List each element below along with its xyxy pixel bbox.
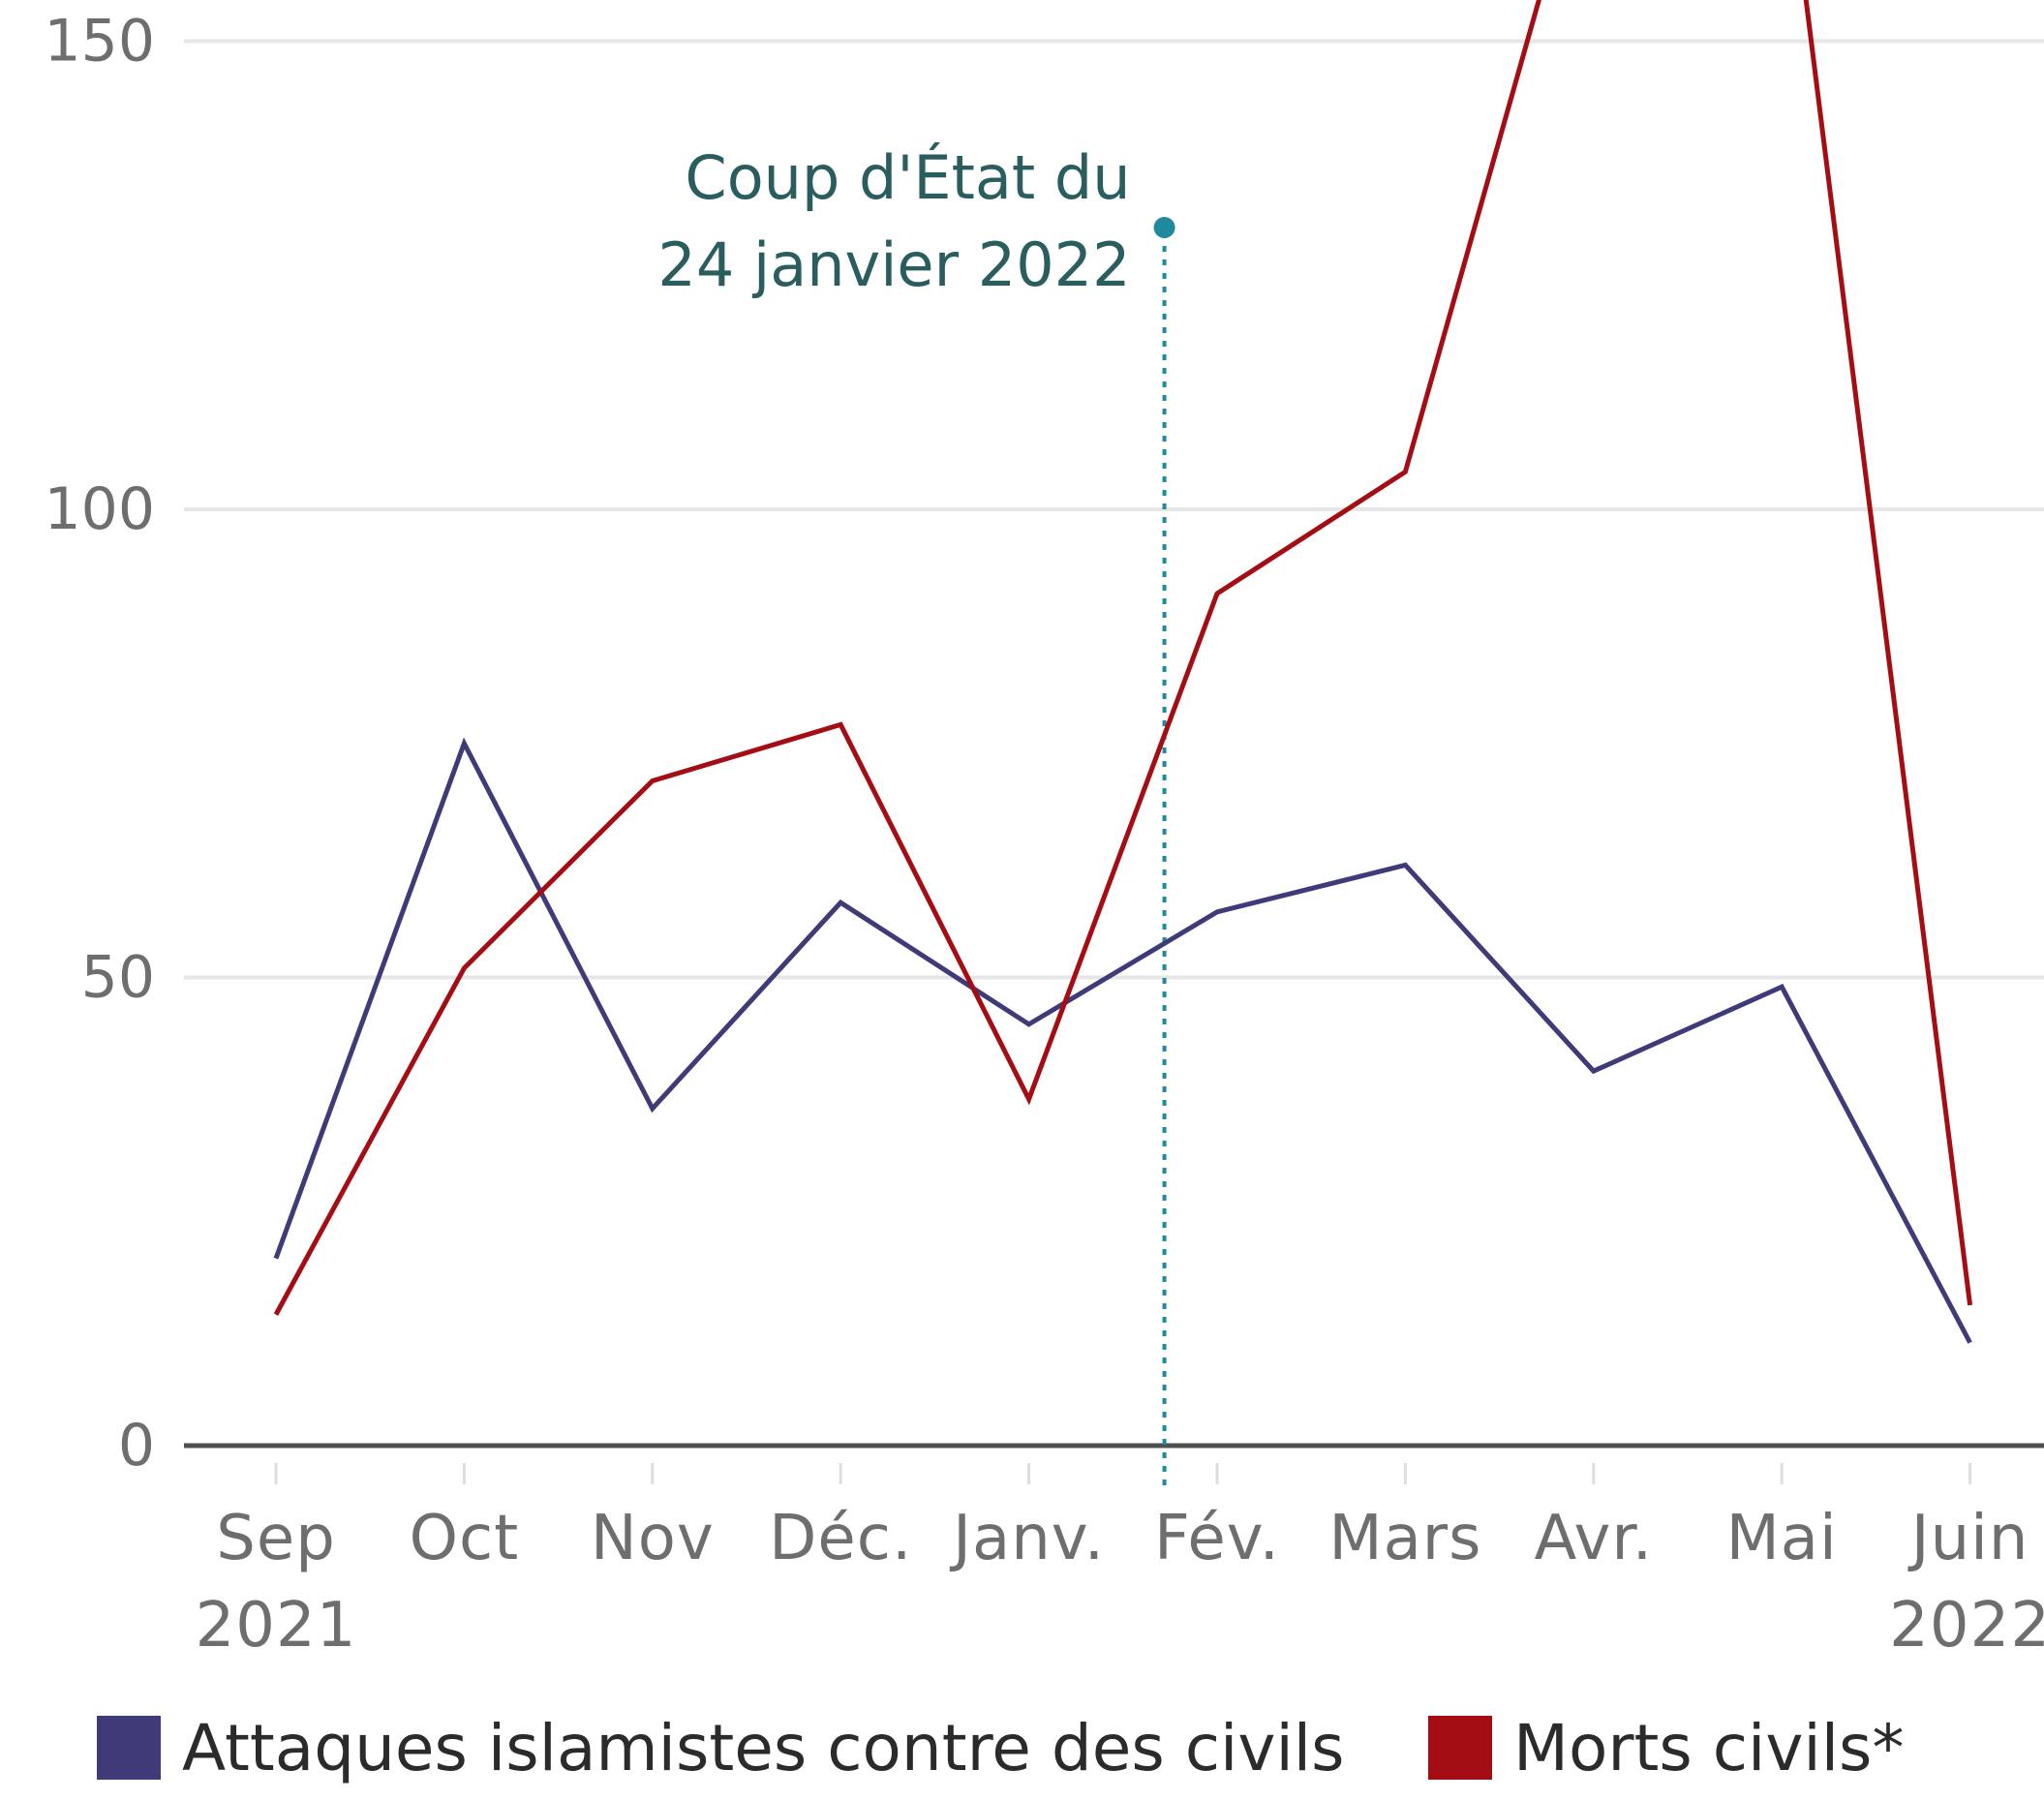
y-axis-ticks: 0 50 100 150	[44, 8, 155, 1480]
x-tick-label: Mai	[1726, 1503, 1838, 1574]
x-tick-label: Janv.	[949, 1503, 1105, 1574]
legend-item-morts: Morts civils*	[1428, 1699, 1904, 1796]
x-tick-label: Juin	[1907, 1503, 2029, 1574]
coup-marker-dot	[1153, 217, 1175, 238]
x-axis: Sep Oct Nov Déc. Janv. Fév. Mars Avr. Mai Juin 202…	[184, 1443, 2044, 1662]
x-year-label-start: 2021	[196, 1590, 357, 1662]
x-tick-label: Avr.	[1534, 1503, 1653, 1574]
series-lines	[273, 0, 1973, 1344]
x-tick-label: Sep	[216, 1503, 336, 1574]
x-tick-label: Nov	[591, 1503, 715, 1574]
x-year-label-end: 2022	[1889, 1590, 2044, 1662]
legend-swatch-attaques	[97, 1716, 161, 1780]
x-tick-label: Mars	[1328, 1503, 1481, 1574]
coup-annotation: Coup d'État du 24 janvier 2022	[657, 142, 1175, 1489]
coup-annotation-line1: Coup d'État du	[685, 142, 1130, 213]
x-tick-label: Fév.	[1154, 1503, 1280, 1574]
coup-annotation-line2: 24 janvier 2022	[657, 229, 1130, 300]
x-tick-label: Déc.	[769, 1503, 912, 1574]
grid-lines	[184, 39, 2044, 980]
series-line-attaques	[273, 737, 1972, 1344]
x-tick-label: Oct	[410, 1503, 520, 1574]
y-tick-label-150: 150	[44, 8, 155, 76]
y-tick-label-100: 100	[44, 475, 155, 543]
legend-swatch-morts	[1428, 1716, 1492, 1780]
legend-label-attaques: Attaques islamistes contre des civils	[182, 1710, 1345, 1785]
legend-label-morts: Morts civils*	[1513, 1710, 1905, 1785]
y-tick-label-0: 0	[118, 1412, 155, 1480]
y-tick-label-50: 50	[81, 944, 155, 1012]
legend-item-attaques: Attaques islamistes contre des civils	[97, 1699, 1345, 1796]
series-line-morts	[273, 0, 1973, 1316]
